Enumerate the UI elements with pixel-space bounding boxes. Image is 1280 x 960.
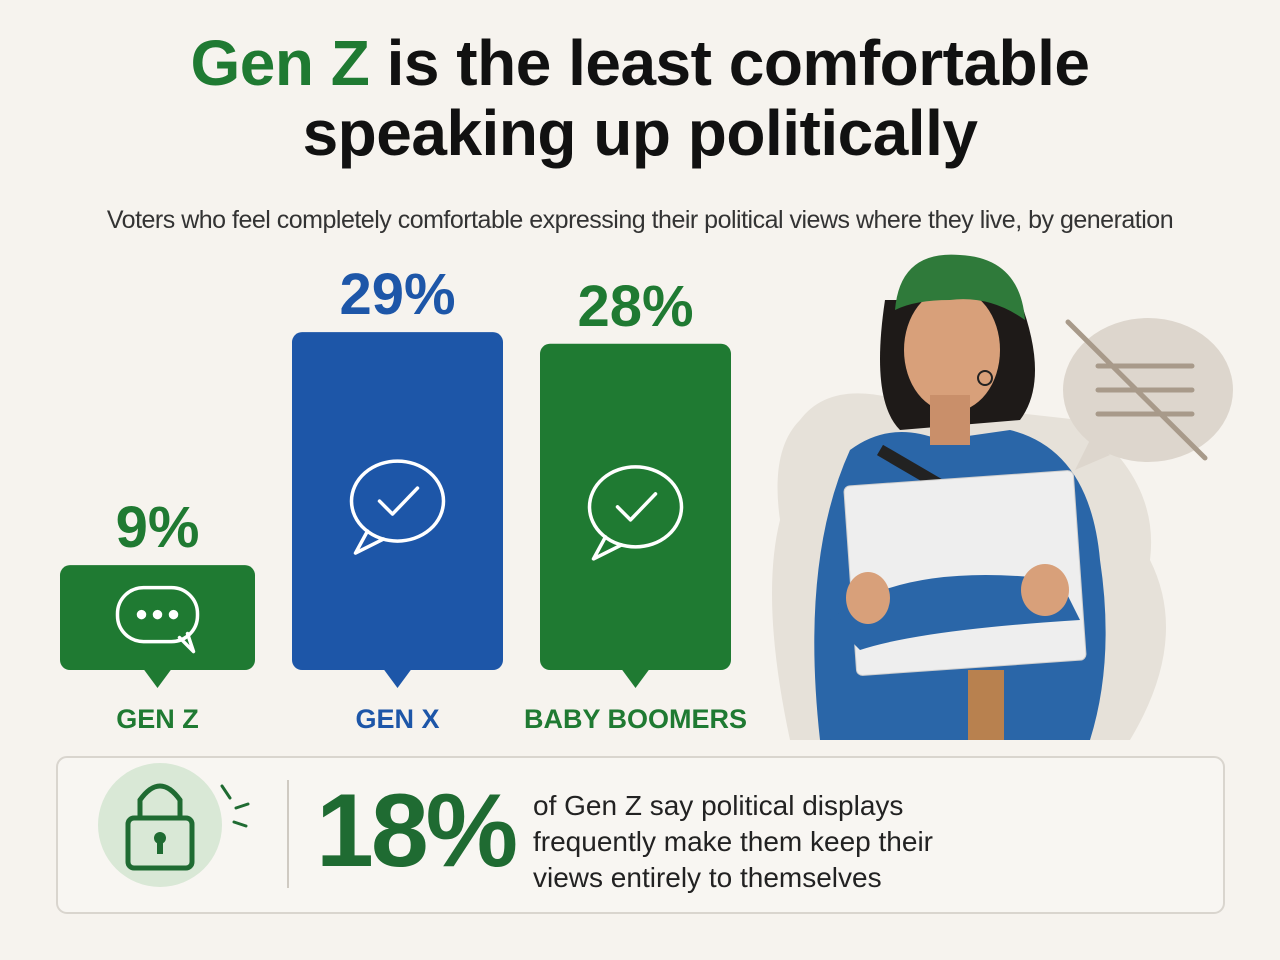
value-label: 28% [577, 274, 693, 339]
value-label: 9% [116, 495, 200, 560]
category-label: GEN X [355, 704, 439, 734]
title: is the least comfortable speaking up pol… [302, 27, 1090, 169]
callout-frame [56, 756, 1225, 914]
category-label: GEN Z [116, 704, 199, 734]
category-label: BABY BOOMERS [524, 704, 747, 734]
subtitle: Voters who feel completely comfortable e… [106, 206, 1174, 234]
bubble [349, 459, 446, 543]
illustration [772, 254, 1233, 740]
callout-stat: 18% [316, 773, 518, 889]
callout-text: of Gen Z say political displays frequent… [533, 790, 933, 893]
bar-pointer [621, 669, 650, 688]
bar-icon [587, 465, 684, 561]
bar [292, 332, 503, 670]
bar-pointer [383, 669, 412, 688]
bubble-tail [177, 631, 196, 654]
dot [168, 609, 179, 620]
dot [152, 609, 163, 620]
bubble-tail [353, 529, 386, 555]
bubble [587, 465, 684, 549]
check [615, 492, 658, 522]
bubble-tail [591, 535, 624, 561]
bar [540, 343, 731, 670]
check [377, 486, 420, 516]
title-highlight: Gen Z [190, 27, 370, 99]
dot [136, 609, 147, 620]
title-block: Gen Z is the least comfortable speaking … [90, 28, 1190, 168]
bubble [115, 585, 200, 644]
bar-icon [115, 585, 200, 654]
bar-icon [349, 459, 446, 555]
bar-pointer [143, 669, 172, 688]
value-label: 29% [339, 262, 455, 327]
